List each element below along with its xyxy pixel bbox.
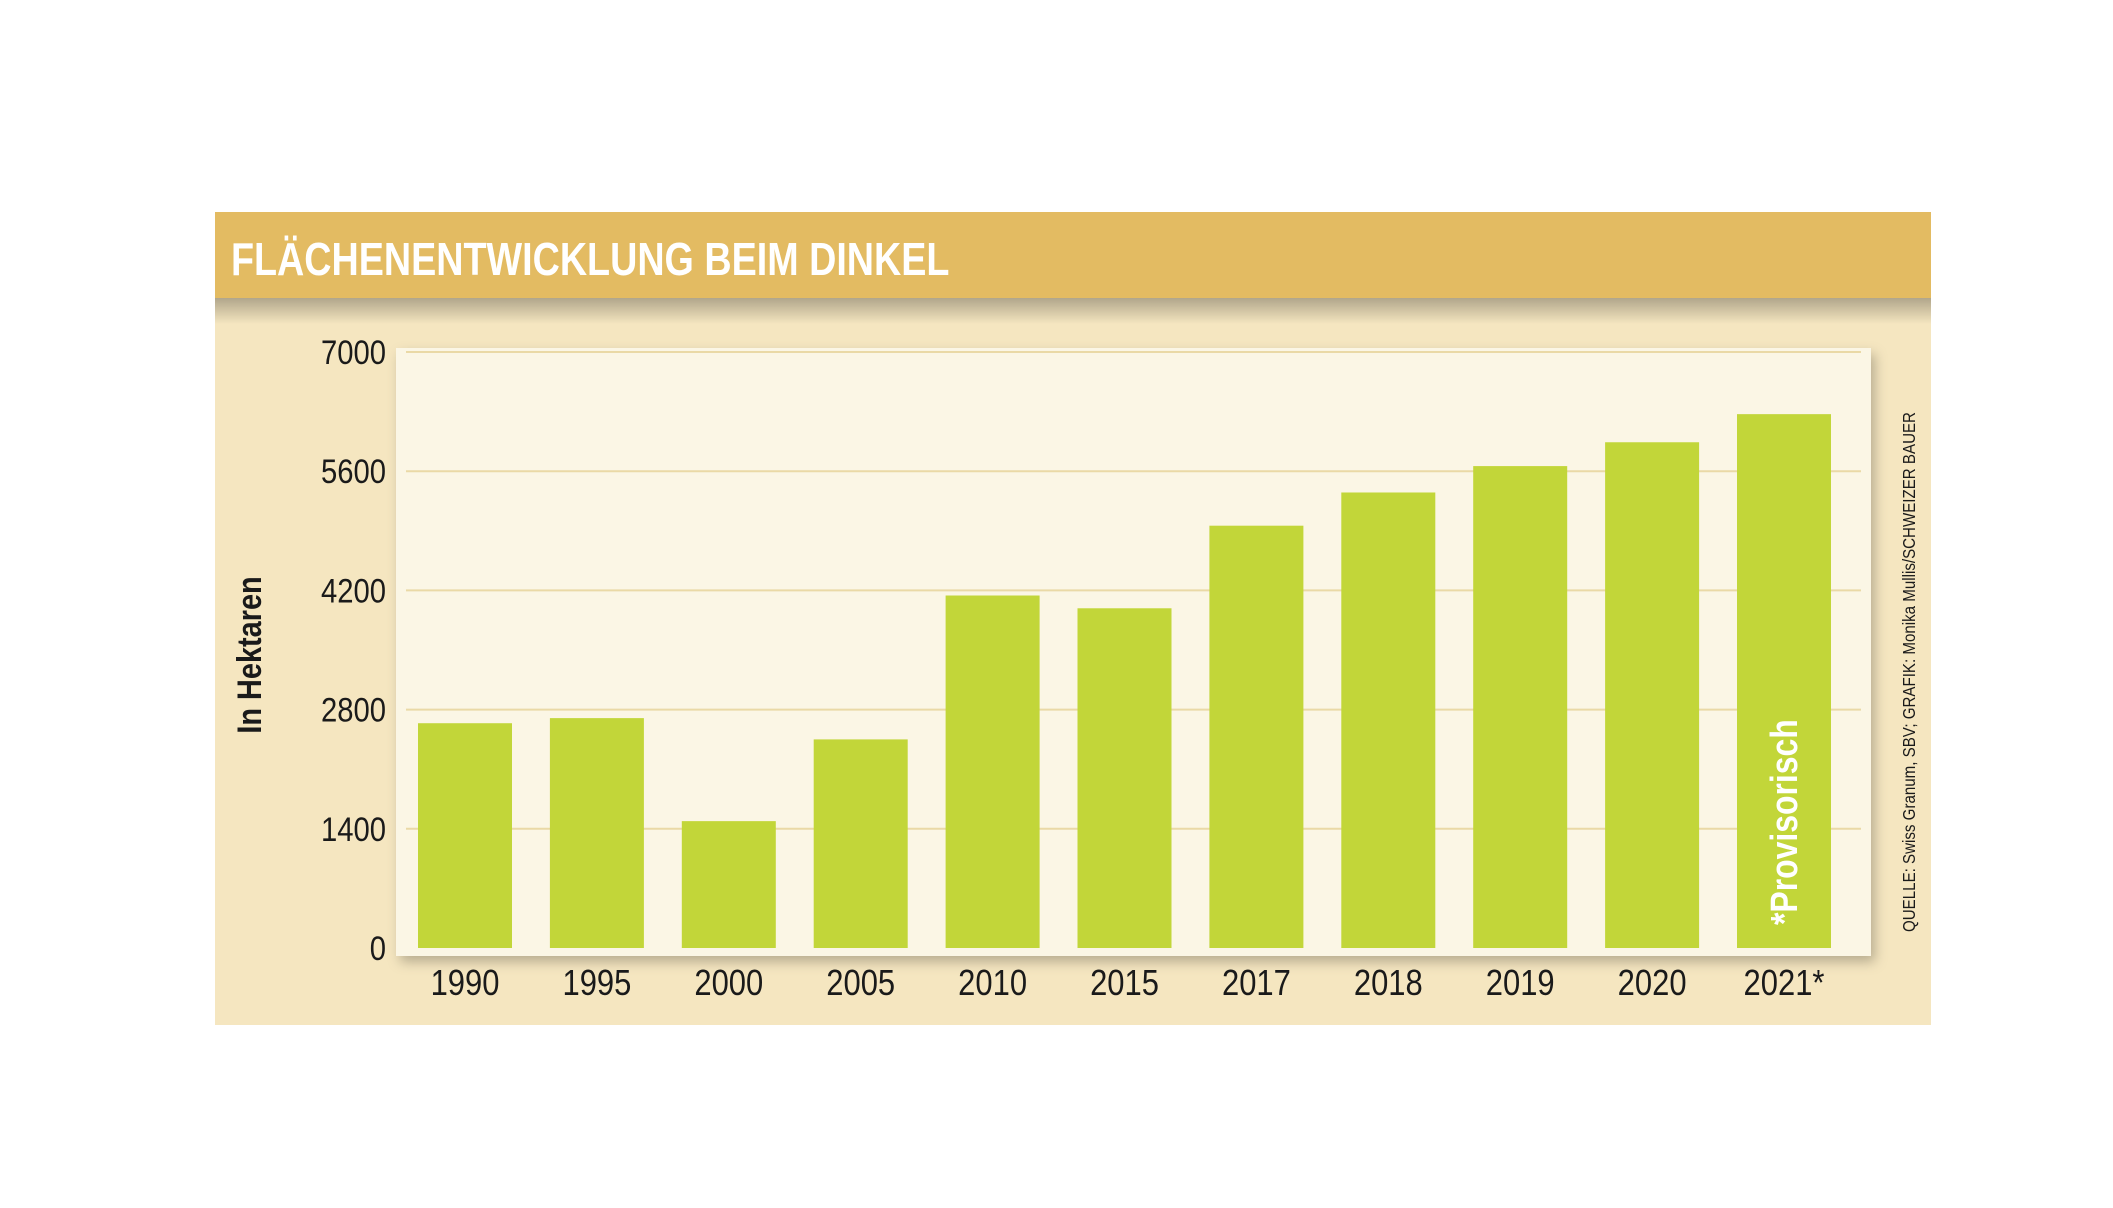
x-tick-label: 2017 bbox=[1222, 964, 1291, 1004]
y-tick-label: 4200 bbox=[321, 571, 386, 610]
x-tick-label: 1990 bbox=[431, 964, 500, 1004]
bar-annotation: *Provisorisch bbox=[1763, 719, 1805, 925]
x-tick-label: 2010 bbox=[958, 964, 1027, 1004]
bar-1990 bbox=[418, 723, 512, 948]
x-tick-label: 2021* bbox=[1744, 964, 1825, 1004]
y-tick-label: 0 bbox=[370, 929, 386, 968]
y-tick-label: 5600 bbox=[321, 452, 386, 491]
source-note: QUELLE: Swiss Granum, SBV; GRAFIK: Monik… bbox=[1899, 412, 1920, 932]
y-axis-label: In Hektaren bbox=[230, 576, 269, 733]
y-axis-ticks: 7000 5600 4200 2800 1400 0 bbox=[321, 333, 386, 968]
bar-2005 bbox=[813, 739, 908, 948]
x-tick-label: 1995 bbox=[562, 964, 631, 1004]
bar-2021 bbox=[1737, 414, 1831, 948]
header-shadow bbox=[215, 298, 1931, 324]
bar-2017 bbox=[1209, 525, 1304, 948]
bar-2019 bbox=[1473, 466, 1568, 948]
bar-1995 bbox=[549, 718, 644, 948]
x-tick-label: 2018 bbox=[1354, 964, 1423, 1004]
x-tick-label: 2015 bbox=[1090, 964, 1159, 1004]
x-tick-label: 2005 bbox=[826, 964, 895, 1004]
bar-2018 bbox=[1341, 492, 1436, 948]
chart-title: FLÄCHENENTWICKLUNG BEIM DINKEL bbox=[231, 233, 949, 284]
x-tick-label: 2020 bbox=[1618, 964, 1687, 1004]
x-tick-label: 2000 bbox=[694, 964, 763, 1004]
bar-2015 bbox=[1077, 608, 1172, 948]
bar-2010 bbox=[945, 595, 1040, 948]
bar-2000 bbox=[681, 821, 776, 948]
y-tick-label: 2800 bbox=[321, 691, 386, 730]
bars: *Provisorisch bbox=[418, 414, 1831, 948]
y-tick-label: 7000 bbox=[321, 333, 386, 372]
x-tick-label: 2019 bbox=[1486, 964, 1555, 1004]
title-band bbox=[215, 212, 1931, 298]
x-axis-ticks: 1990 1995 2000 2005 2010 2015 2017 2018 2019 2020… bbox=[431, 964, 1825, 1004]
y-tick-label: 1400 bbox=[321, 810, 386, 849]
bar-2020 bbox=[1605, 442, 1700, 948]
